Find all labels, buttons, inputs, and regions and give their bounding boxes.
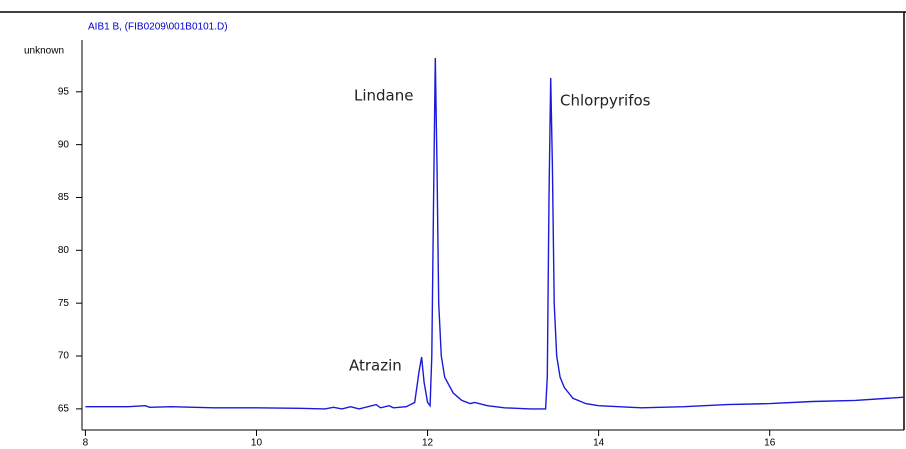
peak-label: Atrazin [349, 357, 402, 375]
x-tick-label: 16 [764, 438, 776, 449]
y-tick-label: 80 [58, 245, 70, 256]
chromatogram-line [85, 57, 905, 410]
peak-label: Lindane [354, 87, 413, 105]
x-tick-label: 10 [251, 438, 263, 449]
y-tick-label: 85 [58, 192, 70, 203]
y-tick-label: 70 [58, 351, 70, 362]
x-tick-label: 12 [422, 438, 434, 449]
y-tick-label: 95 [58, 86, 70, 97]
y-axis-label: unknown [24, 46, 64, 57]
peak-label: Chlorpyrifos [560, 92, 651, 110]
x-tick-label: 8 [83, 438, 89, 449]
chart-title: AIB1 B, (FIB0209\001B0101.D) [88, 22, 228, 33]
y-tick-label: 65 [58, 404, 70, 415]
y-tick-label: 90 [58, 139, 70, 150]
y-tick-label: 75 [58, 298, 70, 309]
x-tick-label: 14 [593, 438, 605, 449]
